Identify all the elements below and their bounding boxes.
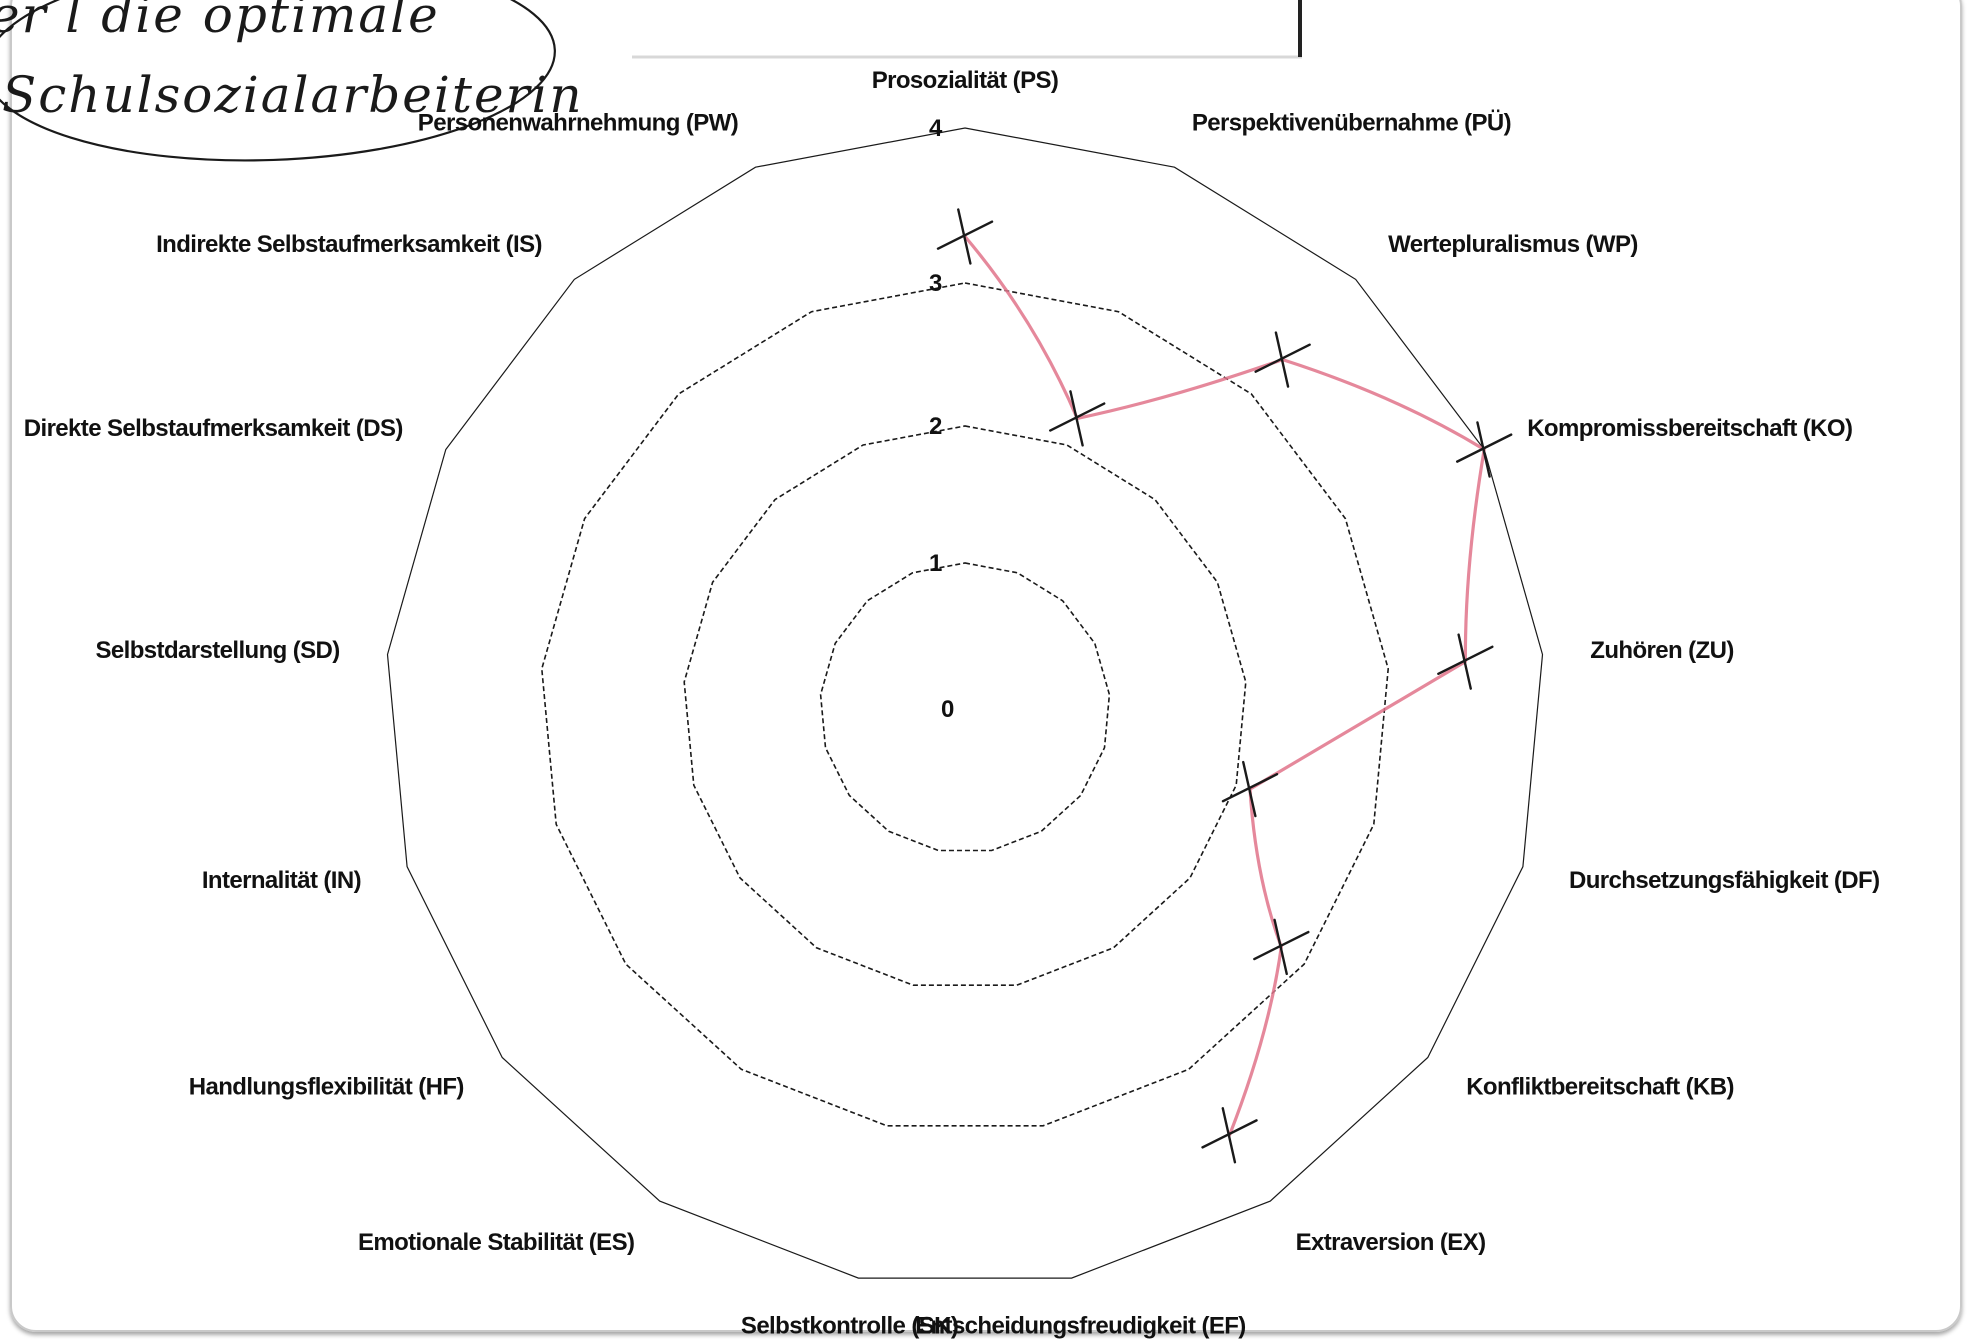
cross-mark-durchsetzungsfähigkeit bbox=[1221, 760, 1279, 818]
cross-mark-extraversion bbox=[1201, 1107, 1258, 1164]
axis-label-selbstkontrolle: Selbstkontrolle (SK) bbox=[741, 1312, 958, 1339]
axis-label-konfliktbereitschaft: Konfliktbereitschaft (KB) bbox=[1466, 1074, 1734, 1101]
note-line-1: er l die optimale bbox=[0, 0, 440, 44]
cross-mark-perspektivenübernahme bbox=[1049, 390, 1106, 447]
grid-ring-3 bbox=[540, 282, 1390, 1127]
tick-label-0: 0 bbox=[941, 696, 954, 723]
grid-ring-1 bbox=[819, 562, 1111, 852]
note-line-2: Schulsozialarbeiterin bbox=[2, 66, 584, 124]
rating-series bbox=[936, 208, 1513, 1164]
axis-label-entscheidungsfreudigkeit: Entscheidungsfreudigkeit (EF) bbox=[915, 1312, 1246, 1339]
tick-label-2: 2 bbox=[929, 413, 942, 440]
axis-label-extraversion: Extraversion (EX) bbox=[1296, 1229, 1486, 1256]
axis-label-internalität: Internalität (IN) bbox=[202, 867, 361, 894]
grid-ring-2 bbox=[683, 425, 1247, 987]
axis-label-personenwahrnehmung: Personenwahrnehmung (PW) bbox=[418, 109, 738, 136]
axis-label-emotionale-stabilität: Emotionale Stabilität (ES) bbox=[358, 1229, 634, 1256]
cross-mark-konfliktbereitschaft bbox=[1253, 918, 1310, 976]
tick-label-1: 1 bbox=[929, 550, 942, 577]
axis-labels: Prosozialität (PS) Perspektivenübernahme … bbox=[24, 67, 1880, 1339]
axis-label-kompromissbereitschaft: Kompromissbereitschaft (KO) bbox=[1527, 415, 1852, 442]
title-field-box bbox=[632, 0, 1302, 57]
tick-label-4: 4 bbox=[929, 115, 943, 142]
axis-label-zuhören: Zuhören (ZU) bbox=[1590, 637, 1733, 664]
note-ellipse bbox=[0, 0, 556, 162]
cross-mark-kompromissbereitschaft bbox=[1455, 421, 1513, 478]
tick-label-3: 3 bbox=[929, 270, 942, 297]
cross-mark-zuhören bbox=[1437, 633, 1494, 690]
axis-label-durchsetzungsfähigkeit: Durchsetzungsfähigkeit (DF) bbox=[1569, 867, 1879, 894]
axis-label-perspektivenübernahme: Perspektivenübernahme (PÜ) bbox=[1192, 109, 1511, 136]
handwritten-note: er l die optimale Schulsozialarbeiterin bbox=[0, 0, 584, 162]
cross-mark-wertepluralismus bbox=[1254, 331, 1311, 388]
cross-mark-prosozialität bbox=[936, 208, 994, 265]
axis-label-indirekte-selbstaufmerksamkeit: Indirekte Selbstaufmerksamkeit (IS) bbox=[156, 231, 542, 258]
sheet-border bbox=[10, 0, 1962, 1332]
series-line bbox=[963, 234, 1486, 1137]
axis-label-handlungsflexibilität: Handlungsflexibilität (HF) bbox=[189, 1074, 464, 1101]
axis-label-wertepluralismus: Wertepluralismus (WP) bbox=[1388, 231, 1638, 258]
axis-label-selbstdarstellung: Selbstdarstellung (SD) bbox=[96, 637, 340, 664]
axis-label-prosozialität: Prosozialität (PS) bbox=[872, 67, 1059, 94]
axis-label-direkte-selbstaufmerksamkeit: Direkte Selbstaufmerksamkeit (DS) bbox=[24, 415, 403, 442]
grid-ring-4 bbox=[386, 127, 1544, 1279]
tick-labels: 0 1 2 3 4 bbox=[929, 115, 954, 723]
header-box bbox=[632, 0, 1302, 59]
radar-grid bbox=[386, 127, 1544, 1279]
